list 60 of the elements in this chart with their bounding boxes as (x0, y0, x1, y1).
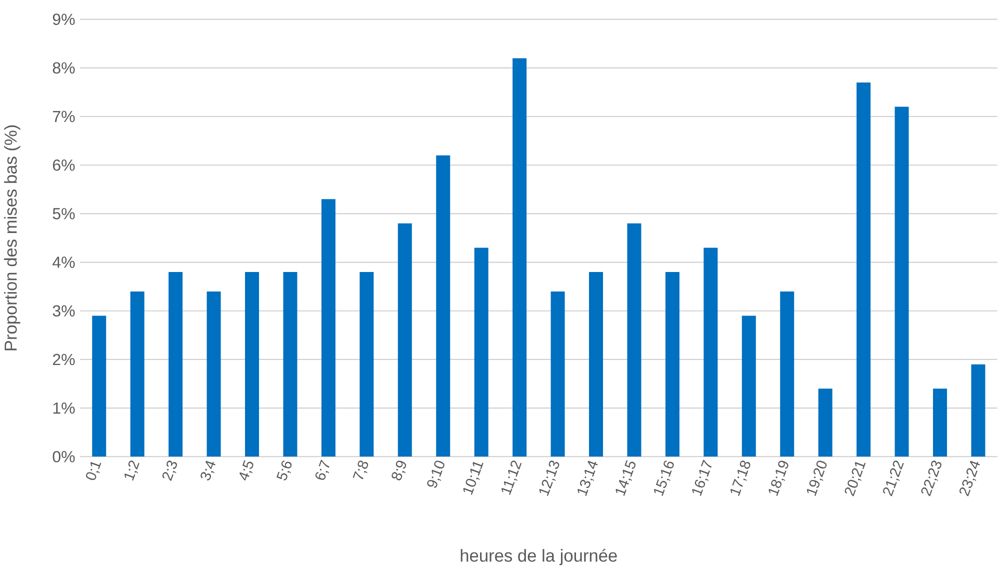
bar (206, 291, 221, 457)
y-tick-label: 0% (52, 450, 75, 462)
x-tick-label: 8;9 (392, 460, 406, 480)
x-tick-label: 22;23 (921, 460, 942, 496)
y-tick-label: 9% (52, 14, 75, 25)
bar (627, 223, 642, 457)
y-tick-label: 7% (52, 110, 75, 122)
bar (742, 316, 756, 457)
x-tick-label: 11;12 (502, 460, 522, 495)
bar (245, 272, 260, 457)
bar (474, 248, 488, 457)
bar (168, 272, 183, 457)
bar (894, 106, 909, 457)
y-tick-label: 8% (52, 62, 75, 74)
x-tick-label: 10;11 (463, 462, 484, 495)
x-tick-label: 16;17 (692, 460, 712, 496)
x-axis-title: heures de la journée (460, 548, 617, 566)
bar (818, 388, 832, 457)
y-axis-title: Proportion des mises bas (%) (4, 125, 20, 350)
y-tick-label: 6% (52, 159, 75, 171)
bar (550, 291, 565, 457)
x-tick-label: 1;2 (124, 460, 140, 481)
bar (971, 364, 986, 457)
bar (780, 291, 794, 457)
x-tick-label: 6;7 (315, 460, 330, 480)
y-tick-label: 2% (52, 354, 75, 366)
x-tick-label: 0;1 (86, 462, 102, 480)
bar (704, 248, 718, 457)
bar (932, 388, 947, 457)
x-tick-label: 12;13 (539, 460, 560, 496)
bar (665, 272, 680, 457)
bar (283, 272, 298, 457)
bar (398, 223, 412, 457)
x-tick-label: 18;19 (768, 460, 788, 496)
bar (512, 58, 527, 457)
x-tick-label: 7;8 (352, 460, 368, 480)
y-tick-label: 1% (53, 402, 75, 414)
bar (92, 316, 106, 457)
x-tick-label: 21;22 (883, 460, 904, 496)
y-tick-label: 5% (52, 208, 75, 220)
bar (130, 291, 144, 457)
x-tick-label: 3;4 (200, 460, 216, 480)
x-tick-label: 15;16 (654, 460, 674, 496)
bar (589, 272, 603, 457)
x-tick-label: 9;10 (427, 460, 444, 488)
x-tick-label: 5;6 (276, 460, 292, 480)
bar (360, 272, 374, 457)
x-tick-label: 17;18 (730, 460, 750, 496)
x-tick-label: 2;3 (162, 460, 177, 481)
y-tick-label: 3% (52, 305, 75, 317)
bar (436, 155, 450, 457)
x-tick-label: 20;21 (844, 462, 866, 496)
x-tick-label: 4;5 (240, 460, 254, 481)
x-tick-label: 14;15 (616, 460, 636, 496)
x-tick-label: 19;20 (806, 460, 827, 496)
bar (321, 199, 336, 457)
bar (856, 82, 871, 457)
y-tick-label: 4% (52, 256, 75, 268)
x-tick-label: 23;24 (959, 460, 980, 496)
x-tick-label: 13;14 (578, 460, 598, 496)
